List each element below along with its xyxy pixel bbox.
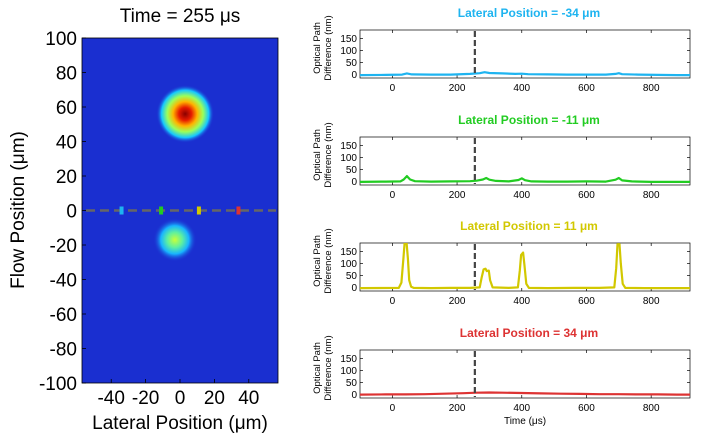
trace-x-tick-label: 200 <box>449 403 466 414</box>
trace-y-tick-label: 150 <box>340 141 357 152</box>
trace-x-tick-label: 200 <box>449 190 466 201</box>
trace-y-axis-label-line2: Difference (nm) <box>323 335 334 400</box>
trace-series-line <box>360 243 690 290</box>
trace-title: Lateral Position = 34 μm <box>460 326 598 340</box>
trace-y-tick-label: 50 <box>346 378 358 389</box>
trace-x-tick-label: 600 <box>578 190 595 201</box>
trace-y-axis-label-line1: Optical Path <box>312 22 323 74</box>
trace-y-tick-label: 0 <box>351 177 357 188</box>
heatmap-y-tick-label: 60 <box>56 98 77 119</box>
trace-series-line <box>360 175 690 183</box>
heatmap-x-tick-label: 40 <box>238 388 259 409</box>
trace-y-axis-label-line1: Optical Path <box>312 342 323 394</box>
scan-markers <box>119 206 241 215</box>
trace-x-tick-label: 600 <box>578 296 595 307</box>
trace-y-tick-label: 50 <box>346 58 358 69</box>
heatmap-y-tick-label: -20 <box>50 236 77 257</box>
trace-x-axis-label: Time (μs) <box>504 416 546 427</box>
heatmap-y-ticks: 100 80 60 40 20 0 -20 -40 -60 -80 -100 <box>39 29 86 395</box>
trace-series-line <box>360 71 690 77</box>
trace-y-tick-label: 100 <box>340 153 357 164</box>
trace-x-tick-label: 200 <box>449 83 466 94</box>
trace-y-tick-label: 0 <box>351 390 357 401</box>
heatmap-x-tick-label: 0 <box>175 388 186 409</box>
trace-y-tick-label: 100 <box>340 366 357 377</box>
trace-title: Lateral Position = -11 μm <box>458 113 600 127</box>
trace-x-tick-label: 400 <box>513 190 530 201</box>
heatmap-y-tick-label: 100 <box>45 29 77 50</box>
scan-marker-4 <box>236 206 241 215</box>
heatmap-blob-2 <box>153 218 197 262</box>
scan-marker-3 <box>196 206 201 215</box>
heatmap-x-tick-label: 20 <box>204 388 225 409</box>
heatmap-x-tick-label: -40 <box>97 388 124 409</box>
heatmap-y-tick-label: -100 <box>39 374 77 395</box>
trace-x-tick-label: 600 <box>578 83 595 94</box>
trace-series-line <box>360 391 690 396</box>
trace-plot-area <box>359 29 691 79</box>
heatmap-panel: Time = 255 μs 100 80 60 40 20 0 -20 -40 -60 -80 -1… <box>8 6 279 434</box>
trace-y-tick-label: 50 <box>346 271 358 282</box>
heatmap-x-tick-label: -20 <box>132 388 159 409</box>
trace-y-tick-label: 150 <box>340 354 357 365</box>
trace-title: Lateral Position = -34 μm <box>458 6 600 20</box>
trace-x-tick-label: 0 <box>390 83 396 94</box>
trace-y-tick-label: 150 <box>340 247 357 258</box>
trace-y-tick-label: 100 <box>340 259 357 270</box>
trace-y-axis-label: Optical PathDifference (nm) <box>312 15 334 80</box>
trace-y-axis-label-line2: Difference (nm) <box>323 122 334 187</box>
trace-x-tick-label: 800 <box>643 83 660 94</box>
heatmap-blobs <box>153 84 215 262</box>
trace-x-tick-label: 800 <box>643 296 660 307</box>
trace-x-tick-label: 400 <box>513 296 530 307</box>
trace-y-axis-label: Optical PathDifference (nm) <box>312 228 334 293</box>
trace-x-tick-label: 400 <box>513 403 530 414</box>
trace-title: Lateral Position = 11 μm <box>460 219 598 233</box>
trace-y-axis-label: Optical PathDifference (nm) <box>312 335 334 400</box>
trace-y-tick-label: 0 <box>351 283 357 294</box>
heatmap-blob-1 <box>156 84 215 143</box>
scan-marker-1 <box>119 206 124 215</box>
heatmap-y-tick-label: 40 <box>56 133 77 154</box>
trace-y-axis-label-line1: Optical Path <box>312 235 323 287</box>
trace-x-tick-label: 0 <box>390 296 396 307</box>
heatmap-title: Time = 255 μs <box>120 6 241 27</box>
trace-x-tick-label: 200 <box>449 296 466 307</box>
trace-y-tick-label: 50 <box>346 165 358 176</box>
trace-y-axis-label: Optical PathDifference (nm) <box>312 122 334 187</box>
trace-y-axis-label-line1: Optical Path <box>312 129 323 181</box>
trace-plot-area <box>359 136 691 186</box>
trace-x-tick-label: 0 <box>390 403 396 414</box>
trace-plot-area <box>359 349 691 399</box>
trace-x-tick-label: 0 <box>390 190 396 201</box>
trace-y-tick-label: 150 <box>340 34 357 45</box>
heatmap-y-tick-label: 0 <box>66 202 77 223</box>
heatmap-x-axis-label: Lateral Position (μm) <box>92 413 268 434</box>
trace-y-tick-label: 0 <box>351 70 357 81</box>
heatmap-y-tick-label: -60 <box>50 305 77 326</box>
trace-y-axis-label-line2: Difference (nm) <box>323 15 334 80</box>
heatmap-x-ticks: -40 -20 0 20 40 <box>97 379 259 409</box>
heatmap-y-tick-label: 80 <box>56 64 77 85</box>
heatmap-y-axis-label: Flow Position (μm) <box>8 131 29 289</box>
trace-x-tick-label: 400 <box>513 83 530 94</box>
trace-y-axis-label-line2: Difference (nm) <box>323 228 334 293</box>
heatmap-y-tick-label: -80 <box>50 340 77 361</box>
trace-x-tick-label: 800 <box>643 403 660 414</box>
heatmap-y-tick-label: 20 <box>56 167 77 188</box>
trace-x-tick-label: 600 <box>578 403 595 414</box>
trace-y-tick-label: 100 <box>340 46 357 57</box>
scan-marker-2 <box>159 206 164 215</box>
trace-x-tick-label: 800 <box>643 190 660 201</box>
heatmap-y-tick-label: -40 <box>50 271 77 292</box>
